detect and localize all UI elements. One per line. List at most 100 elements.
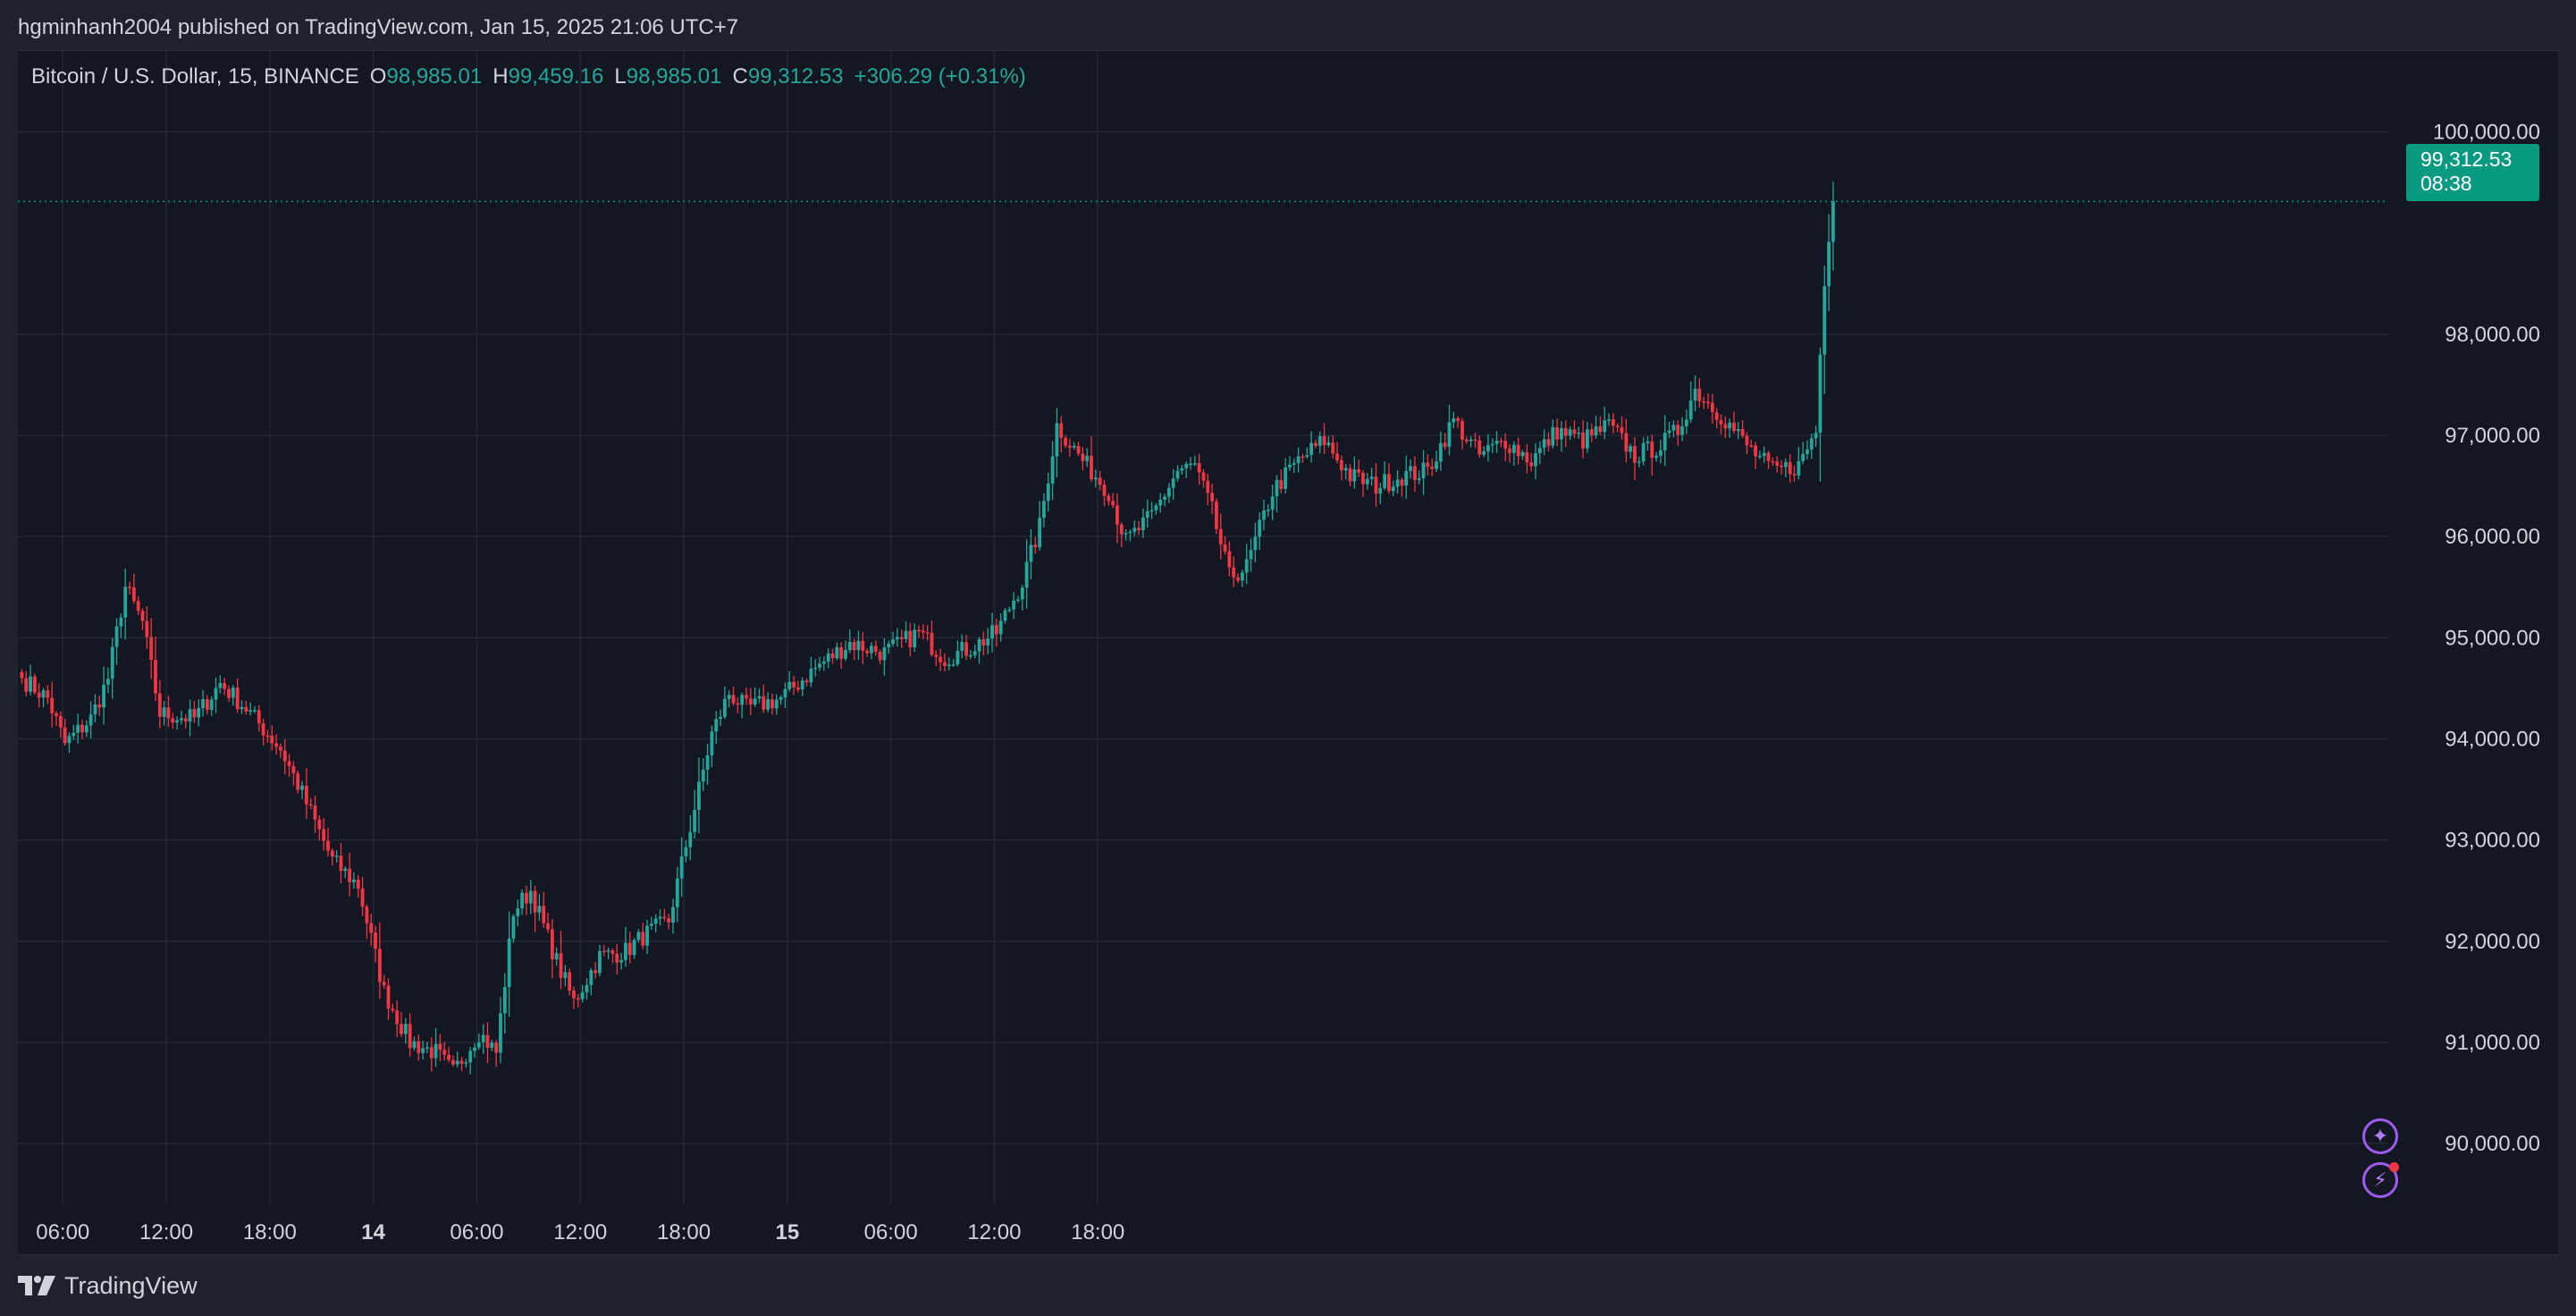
- candle: [1206, 474, 1210, 506]
- candle: [1762, 446, 1766, 463]
- candle: [610, 948, 615, 964]
- candle: [804, 678, 809, 687]
- candle: [1249, 538, 1253, 572]
- candle: [1166, 483, 1171, 503]
- candle: [800, 677, 804, 696]
- candle: [762, 684, 766, 713]
- candle: [93, 694, 97, 723]
- candle: [1365, 473, 1369, 490]
- candle: [417, 1034, 421, 1061]
- footer-brand[interactable]: TradingView: [64, 1271, 198, 1299]
- open-label: O: [369, 64, 387, 89]
- candle: [1551, 419, 1555, 449]
- candle: [1693, 375, 1697, 412]
- candle: [80, 719, 84, 739]
- candle: [119, 613, 123, 638]
- candle: [1650, 434, 1654, 476]
- candle: [1435, 451, 1438, 472]
- candlestick-chart[interactable]: 90,000.00 91,000.00 92,000.00 93,000.00 94,0…: [18, 51, 2558, 1254]
- candle: [1081, 446, 1085, 470]
- candle: [826, 648, 830, 669]
- candle: [1740, 420, 1745, 438]
- tradingview-logo-icon: [18, 1276, 55, 1295]
- candle: [1232, 556, 1236, 587]
- candle: [1395, 469, 1400, 494]
- candle: [326, 827, 330, 856]
- candle: [1107, 493, 1111, 506]
- candle: [473, 1042, 476, 1059]
- low-label: L: [614, 64, 627, 89]
- sparkle-icon[interactable]: ✦: [2362, 1118, 2398, 1154]
- candle: [154, 636, 157, 701]
- time-tick-label: 15: [775, 1220, 799, 1244]
- candle: [1736, 422, 1740, 440]
- candle: [1016, 595, 1020, 603]
- candle: [313, 796, 317, 833]
- candle: [279, 743, 282, 758]
- candle: [97, 696, 102, 716]
- low-value: 98,985.01: [626, 64, 722, 89]
- time-tick-label: 12:00: [553, 1220, 607, 1244]
- candle: [1611, 412, 1615, 434]
- symbol-title[interactable]: Bitcoin / U.S. Dollar, 15, BINANCE: [31, 64, 359, 89]
- candle: [675, 866, 679, 923]
- candle: [1680, 417, 1684, 442]
- candle: [459, 1057, 464, 1072]
- candle: [188, 699, 192, 737]
- candle: [451, 1055, 455, 1067]
- chart-frame[interactable]: 90,000.00 91,000.00 92,000.00 93,000.00 94,0…: [18, 50, 2558, 1255]
- candle: [464, 1059, 468, 1068]
- candle: [1003, 607, 1007, 624]
- candle: [291, 761, 296, 786]
- candle: [1262, 500, 1266, 531]
- lightning-icon[interactable]: ⚡: [2362, 1162, 2398, 1198]
- candle: [554, 947, 559, 966]
- candle: [76, 713, 80, 744]
- time-tick-label: 06:00: [450, 1220, 503, 1244]
- candle: [1417, 470, 1421, 485]
- candle: [1400, 477, 1404, 497]
- candle: [1072, 442, 1076, 450]
- candle: [369, 913, 374, 947]
- candle: [360, 876, 365, 916]
- candle: [1059, 416, 1064, 453]
- candle: [1145, 499, 1149, 528]
- candle: [235, 678, 240, 713]
- candle: [671, 898, 675, 934]
- candle: [1607, 413, 1611, 426]
- candle: [300, 780, 304, 799]
- candle: [589, 967, 593, 996]
- candle: [1827, 214, 1831, 311]
- candle: [157, 679, 162, 729]
- candle: [520, 889, 525, 915]
- footer: TradingView: [18, 1271, 198, 1300]
- candle: [485, 1022, 490, 1063]
- candle: [395, 1000, 400, 1038]
- candle: [844, 640, 847, 662]
- candle: [209, 696, 214, 716]
- candle: [809, 656, 813, 688]
- candle: [972, 645, 977, 659]
- candle: [1563, 420, 1568, 447]
- candle: [1038, 501, 1042, 552]
- candle: [1331, 434, 1335, 459]
- candle: [1197, 453, 1201, 485]
- candle: [175, 716, 180, 730]
- candle: [861, 631, 865, 664]
- candle: [227, 685, 231, 702]
- candle: [653, 914, 658, 932]
- candle: [1033, 536, 1038, 554]
- candle: [1525, 443, 1529, 474]
- candle: [382, 974, 386, 990]
- candle: [1801, 442, 1806, 465]
- candle: [934, 650, 939, 666]
- candle: [998, 613, 1003, 642]
- candle: [1189, 457, 1192, 470]
- candle: [1477, 435, 1482, 458]
- candle: [1158, 493, 1163, 513]
- candle: [960, 634, 964, 659]
- candle: [282, 738, 287, 775]
- candle: [1171, 468, 1175, 500]
- candle: [528, 879, 533, 915]
- candle: [731, 687, 736, 706]
